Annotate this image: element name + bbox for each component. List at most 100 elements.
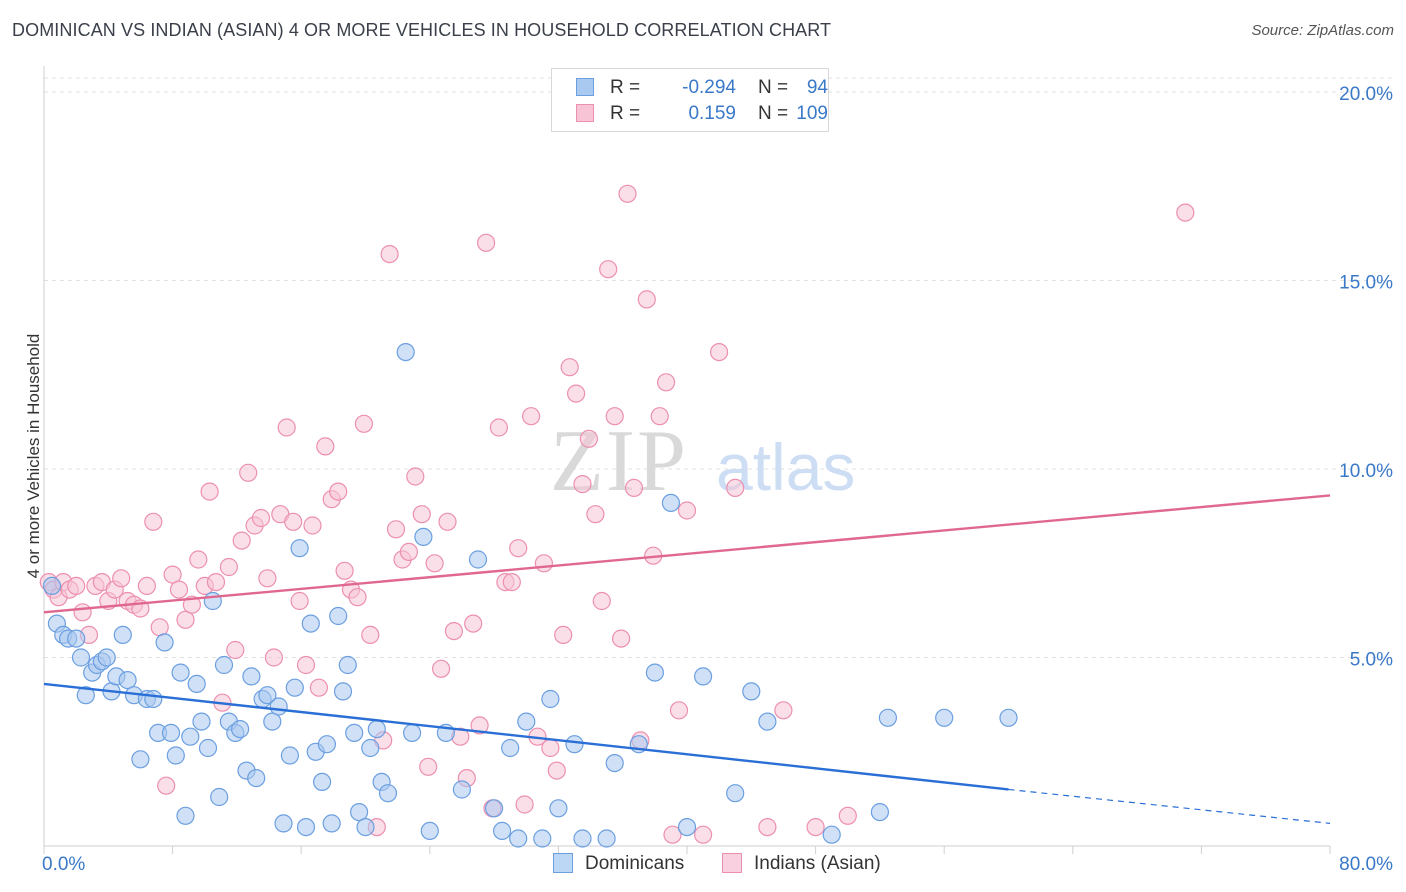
indian-point	[470, 716, 489, 735]
dominican-point	[517, 712, 536, 731]
indian-point	[157, 776, 176, 795]
legend-r-label: R =	[610, 77, 641, 98]
dominican-point	[290, 539, 309, 558]
indian-point	[419, 757, 438, 776]
x-tick-labels: 0.0% 80.0%	[42, 854, 1393, 875]
indian-point	[219, 557, 238, 577]
y-tick-label: 10.0%	[1339, 461, 1393, 482]
indian-trend-line	[43, 494, 1331, 614]
dominican-point	[549, 799, 568, 818]
dominican-point	[118, 670, 137, 690]
indian-point	[399, 542, 418, 562]
indian-point	[189, 550, 208, 569]
indian-point	[677, 501, 697, 520]
source-label: Source: ZipAtlas.com	[1251, 22, 1394, 39]
indian-point	[329, 482, 348, 501]
indian-point	[290, 591, 309, 611]
dominican-point	[396, 343, 415, 362]
dominican-point	[420, 821, 439, 841]
dominican-point	[296, 817, 316, 837]
dominican-point	[645, 663, 665, 682]
dominican-point	[333, 682, 353, 701]
indian-point	[637, 290, 656, 309]
watermark: ZIP atlas	[550, 413, 855, 510]
indian-point	[67, 576, 86, 596]
dominican-point	[822, 825, 841, 844]
bottom-legend-swatch-indians	[722, 853, 742, 873]
dominican-point	[313, 772, 332, 792]
indian-point	[624, 478, 644, 497]
indian-point	[541, 738, 560, 758]
dominican-point	[67, 629, 86, 648]
indian-point	[112, 569, 131, 588]
indian-point	[547, 761, 566, 780]
dominican-trend-extension	[1008, 788, 1331, 824]
indian-point	[264, 648, 283, 667]
dominican-point	[203, 591, 222, 611]
x-tick-label: 0.0%	[42, 854, 85, 875]
indian-point	[335, 561, 354, 580]
indian-point	[521, 407, 541, 426]
watermark-zip: ZIP	[550, 413, 688, 510]
series-indians-asian	[39, 184, 1195, 844]
dominican-point	[661, 493, 681, 512]
y-tick-label: 15.0%	[1339, 273, 1393, 294]
indian-point	[226, 640, 245, 660]
indian-point	[361, 625, 380, 645]
indian-point	[515, 795, 534, 814]
indian-point	[758, 817, 777, 837]
indian-point	[144, 512, 163, 531]
indian-point	[502, 572, 521, 592]
indian-point	[650, 407, 669, 426]
dominican-point	[176, 806, 195, 825]
dominican-point	[210, 787, 229, 807]
indian-point	[432, 659, 451, 678]
dominican-point	[192, 712, 211, 731]
indian-point	[586, 505, 605, 524]
dominican-point	[878, 708, 898, 727]
indian-point	[669, 701, 689, 720]
legend-r-value: 0.159	[688, 103, 736, 124]
indian-point	[663, 825, 682, 844]
y-tick-label: 20.0%	[1339, 84, 1393, 105]
grid-lines	[44, 77, 1394, 658]
dominican-point	[71, 648, 91, 667]
indian-point	[303, 516, 322, 535]
dominican-point	[565, 735, 584, 754]
indian-point	[163, 565, 182, 584]
indian-point	[316, 437, 335, 456]
indian-point	[656, 373, 676, 392]
indian-point	[618, 184, 637, 203]
dominican-point	[181, 727, 200, 746]
indian-point	[605, 407, 624, 426]
dominican-point	[605, 753, 624, 773]
dominican-point	[187, 674, 206, 694]
indian-point	[579, 429, 599, 448]
dominican-point	[758, 712, 777, 731]
indian-point	[150, 618, 169, 637]
dominican-point	[166, 746, 185, 765]
dominican-point	[155, 633, 174, 652]
dominican-point	[597, 829, 616, 848]
dominican-point	[317, 735, 336, 754]
indian-point	[200, 482, 219, 501]
indian-point	[406, 467, 425, 486]
legend-r-label: R =	[610, 103, 641, 124]
legend-n-label: N =	[758, 103, 789, 124]
dominican-point	[350, 802, 369, 822]
dominican-point	[301, 614, 320, 633]
indian-point	[709, 343, 729, 362]
indian-point	[176, 610, 195, 629]
dominican-point	[742, 682, 761, 701]
legend-n-label: N =	[758, 77, 789, 98]
indian-point	[380, 245, 399, 264]
bottom-legend-label: Dominicans	[585, 853, 685, 874]
dominican-point	[198, 738, 218, 758]
indian-point	[309, 678, 328, 697]
y-tick-label: 5.0%	[1350, 650, 1393, 671]
series-dominicans	[42, 343, 1018, 848]
indian-point	[277, 418, 296, 437]
dominican-point	[378, 784, 398, 803]
dominican-point	[231, 719, 250, 739]
dominican-point	[42, 576, 62, 596]
